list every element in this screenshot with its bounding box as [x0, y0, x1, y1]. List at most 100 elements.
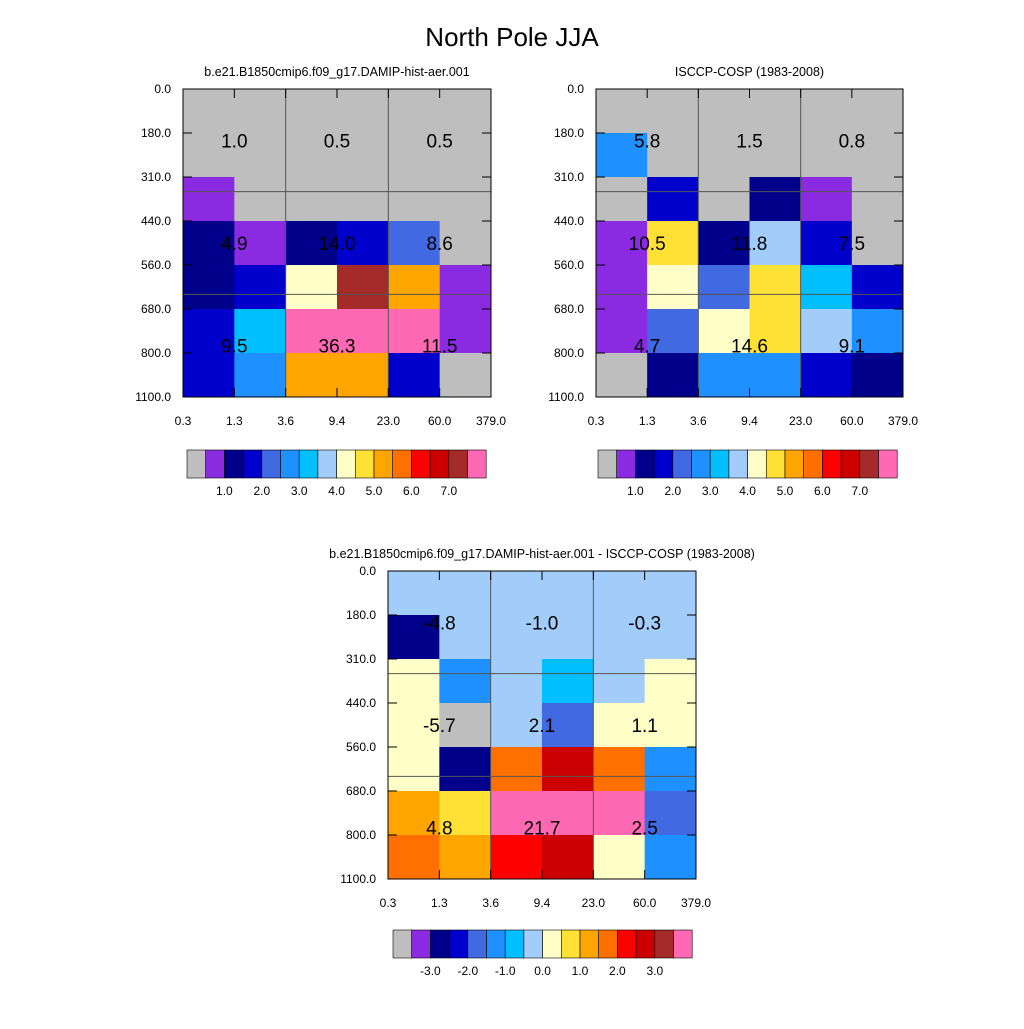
heatmap-cell: [183, 309, 235, 354]
heatmap-cell: [647, 177, 699, 222]
heatmap-cell: [183, 353, 235, 398]
colorbar-box: [635, 929, 656, 959]
colorbar-box: [224, 449, 244, 479]
heatmap-cell: [490, 835, 543, 880]
heatmap-cell: [647, 309, 699, 354]
heatmap-cell: [851, 177, 904, 222]
heatmap-cell: [749, 133, 802, 178]
colorbar-box: [803, 449, 823, 479]
colorbar-label: -2.0: [457, 964, 478, 978]
heatmap-cell: [490, 615, 543, 660]
panel-title: b.e21.B1850cmip6.f09_g17.DAMIP-hist-aer.…: [204, 65, 469, 79]
heatmap-cell: [388, 265, 441, 310]
heatmap-cell: [234, 89, 287, 134]
heatmap-cell: [388, 177, 441, 222]
heatmap-cell: [647, 221, 699, 266]
heatmap-cell: [542, 703, 594, 748]
heatmap-cell: [596, 309, 648, 354]
panel-title: ISCCP-COSP (1983-2008): [675, 65, 824, 79]
y-tick-label: 1100.0: [548, 390, 584, 404]
heatmap-cell: [851, 89, 904, 134]
colorbar-box: [840, 449, 861, 479]
colorbar-label: 2.0: [609, 964, 626, 978]
x-tick-label: 379.0: [888, 414, 918, 428]
heatmap-cell: [439, 309, 492, 354]
colorbar-label: 1.0: [216, 484, 233, 498]
summary-value: 9.1: [839, 337, 865, 358]
heatmap-cell: [542, 835, 594, 880]
colorbar-label: 2.0: [664, 484, 681, 498]
heatmap-cell: [439, 221, 492, 266]
heatmap-cell: [388, 353, 441, 398]
colorbar-box: [242, 449, 263, 479]
colorbar-box: [261, 449, 281, 479]
colorbar-box: [317, 449, 337, 479]
x-tick-label: 23.0: [582, 896, 606, 910]
heatmap-cell: [490, 571, 543, 616]
heatmap-cell: [851, 265, 904, 310]
heatmap-cell: [644, 659, 697, 704]
summary-value: -0.3: [628, 613, 661, 634]
summary-value: 1.0: [221, 131, 247, 152]
y-tick-label: 440.0: [554, 214, 584, 228]
summary-value: 9.5: [221, 337, 247, 358]
heatmap-cell: [698, 133, 750, 178]
heatmap-cell: [800, 309, 853, 354]
summary-value: 0.5: [426, 131, 452, 152]
colorbar-box: [765, 449, 786, 479]
colorbar-box: [298, 449, 319, 479]
heatmap-cell: [800, 353, 853, 398]
heatmap-cell: [698, 89, 750, 134]
heatmap-cell: [800, 89, 853, 134]
colorbar-label: -1.0: [495, 964, 516, 978]
heatmap-cell: [439, 265, 492, 310]
colorbar-label: 2.0: [253, 484, 270, 498]
heatmap-cell: [698, 309, 750, 354]
colorbar-box: [504, 929, 525, 959]
heatmap-cell: [749, 89, 802, 134]
colorbar-box: [616, 449, 636, 479]
heatmap-cell: [388, 615, 440, 660]
heatmap-cell: [593, 571, 646, 616]
heatmap-cell: [749, 265, 802, 310]
heatmap-cell: [596, 89, 648, 134]
summary-value: 4.9: [221, 234, 247, 255]
heatmap-cell: [388, 571, 440, 616]
colorbar-box: [579, 929, 600, 959]
heatmap-cell: [439, 571, 492, 616]
y-tick-label: 0.0: [359, 564, 376, 578]
y-tick-label: 440.0: [346, 696, 376, 710]
heatmap-cell: [647, 265, 699, 310]
colorbar-label: 5.0: [777, 484, 794, 498]
heatmap-cell: [593, 835, 646, 880]
heatmap-cell: [593, 747, 646, 792]
y-tick-label: 0.0: [154, 82, 171, 96]
summary-value: 21.7: [524, 819, 561, 840]
x-tick-label: 23.0: [789, 414, 813, 428]
x-tick-label: 9.4: [741, 414, 758, 428]
colorbar-box: [635, 449, 655, 479]
colorbar-box: [598, 929, 618, 959]
heatmap-cell: [490, 659, 543, 704]
colorbar-box: [542, 929, 562, 959]
y-tick-label: 310.0: [141, 170, 171, 184]
colorbar-label: 6.0: [403, 484, 420, 498]
colorbar-box: [280, 449, 300, 479]
colorbar-box: [467, 929, 487, 959]
heatmap-cell: [388, 89, 441, 134]
heatmap-cell: [439, 791, 492, 836]
heatmap-cell: [183, 221, 235, 266]
x-tick-label: 60.0: [633, 896, 657, 910]
summary-value: 2.5: [631, 819, 657, 840]
panel-observation: ISCCP-COSP (1983-2008) 0.0 180.0 310.0 440.0…: [548, 65, 918, 498]
panel-difference: b.e21.B1850cmip6.f09_g17.DAMIP-hist-aer.…: [329, 547, 755, 978]
heatmap-cell: [285, 221, 338, 266]
colorbar-box: [728, 449, 748, 479]
x-tick-label: 0.3: [588, 414, 605, 428]
heatmap-cell: [439, 747, 492, 792]
y-tick-label: 1100.0: [135, 390, 171, 404]
heatmap-cell: [593, 615, 646, 660]
heatmap-cell: [285, 89, 338, 134]
summary-value: 10.5: [629, 234, 666, 255]
heatmap-cell: [183, 133, 235, 178]
